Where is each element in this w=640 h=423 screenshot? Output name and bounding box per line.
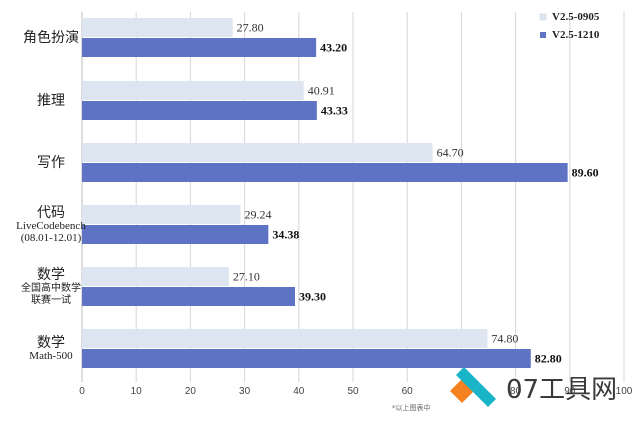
category-label: 推理 [37, 93, 65, 109]
category-sublabel: 全国高中数学 [21, 281, 81, 294]
data-label: 64.70 [437, 146, 464, 160]
legend-label: V2.5-1210 [552, 29, 600, 41]
data-label: 43.20 [320, 41, 347, 55]
bar-v2-5-0905 [82, 205, 241, 224]
data-label: 27.80 [237, 21, 264, 35]
grid-lines [81, 12, 625, 382]
watermark: 07工具网 [450, 367, 617, 407]
category-label: 数学 [37, 267, 65, 283]
x-tick-label: 40 [293, 386, 305, 397]
data-label: 39.30 [299, 290, 326, 304]
x-tick-label: 100 [616, 386, 633, 397]
bar-v2-5-0905 [82, 143, 433, 162]
x-tick-label: 0 [79, 386, 85, 397]
bar-v2-5-1210 [82, 38, 317, 57]
data-label: 43.33 [321, 104, 348, 118]
legend-label: V2.5-0905 [552, 11, 600, 23]
data-label: 74.80 [491, 332, 518, 346]
legend-swatch [539, 13, 547, 21]
bars: 27.80 40.91 64.70 29.24 27.10 74.80 43.20 43.33… [82, 18, 599, 368]
x-tick-label: 90 [564, 386, 576, 397]
bar-v2-5-0905 [82, 329, 488, 348]
x-tick-label: 20 [185, 386, 197, 397]
data-label: 82.80 [535, 352, 562, 366]
category-label: 写作 [37, 155, 65, 171]
data-label: 34.38 [272, 228, 299, 242]
legend: V2.5-0905 V2.5-1210 [539, 11, 600, 41]
data-label: 89.60 [572, 166, 599, 180]
category-sublabel: 联赛一试 [31, 293, 71, 306]
bar-v2-5-0905 [82, 81, 304, 100]
category-label: 代码 [37, 205, 65, 221]
category-sublabel: (08.01-12.01) [21, 232, 82, 244]
bar-v2-5-1210 [82, 101, 317, 120]
category-labels: 角色扮演推理写作代码LiveCodebench(08.01-12.01)数学全国… [16, 29, 86, 362]
x-tick-label: 80 [510, 386, 522, 397]
legend-swatch [540, 32, 546, 38]
x-tick-label: 10 [131, 386, 143, 397]
bar-v2-5-1210 [82, 287, 296, 306]
bar-v2-5-1210 [82, 349, 531, 368]
category-sublabel: Math-500 [29, 350, 73, 362]
bar-v2-5-0905 [82, 18, 233, 37]
x-tick-label: 60 [402, 386, 414, 397]
x-tick-label: 50 [347, 386, 359, 397]
category-sublabel: LiveCodebench [16, 220, 86, 232]
diamond-logo-icon [450, 367, 496, 407]
x-tick-label: 30 [239, 386, 251, 397]
data-label: 29.24 [244, 208, 271, 222]
bar-v2-5-1210 [82, 163, 568, 182]
watermark-text: 07工具网 [506, 375, 617, 405]
data-label: 40.91 [308, 84, 335, 98]
bar-v2-5-0905 [82, 267, 229, 286]
footnote: *以上图表中 [392, 403, 431, 412]
category-label: 角色扮演 [23, 29, 79, 46]
data-label: 27.10 [233, 270, 260, 284]
category-label: 数学 [37, 335, 65, 351]
bar-v2-5-1210 [82, 225, 269, 244]
